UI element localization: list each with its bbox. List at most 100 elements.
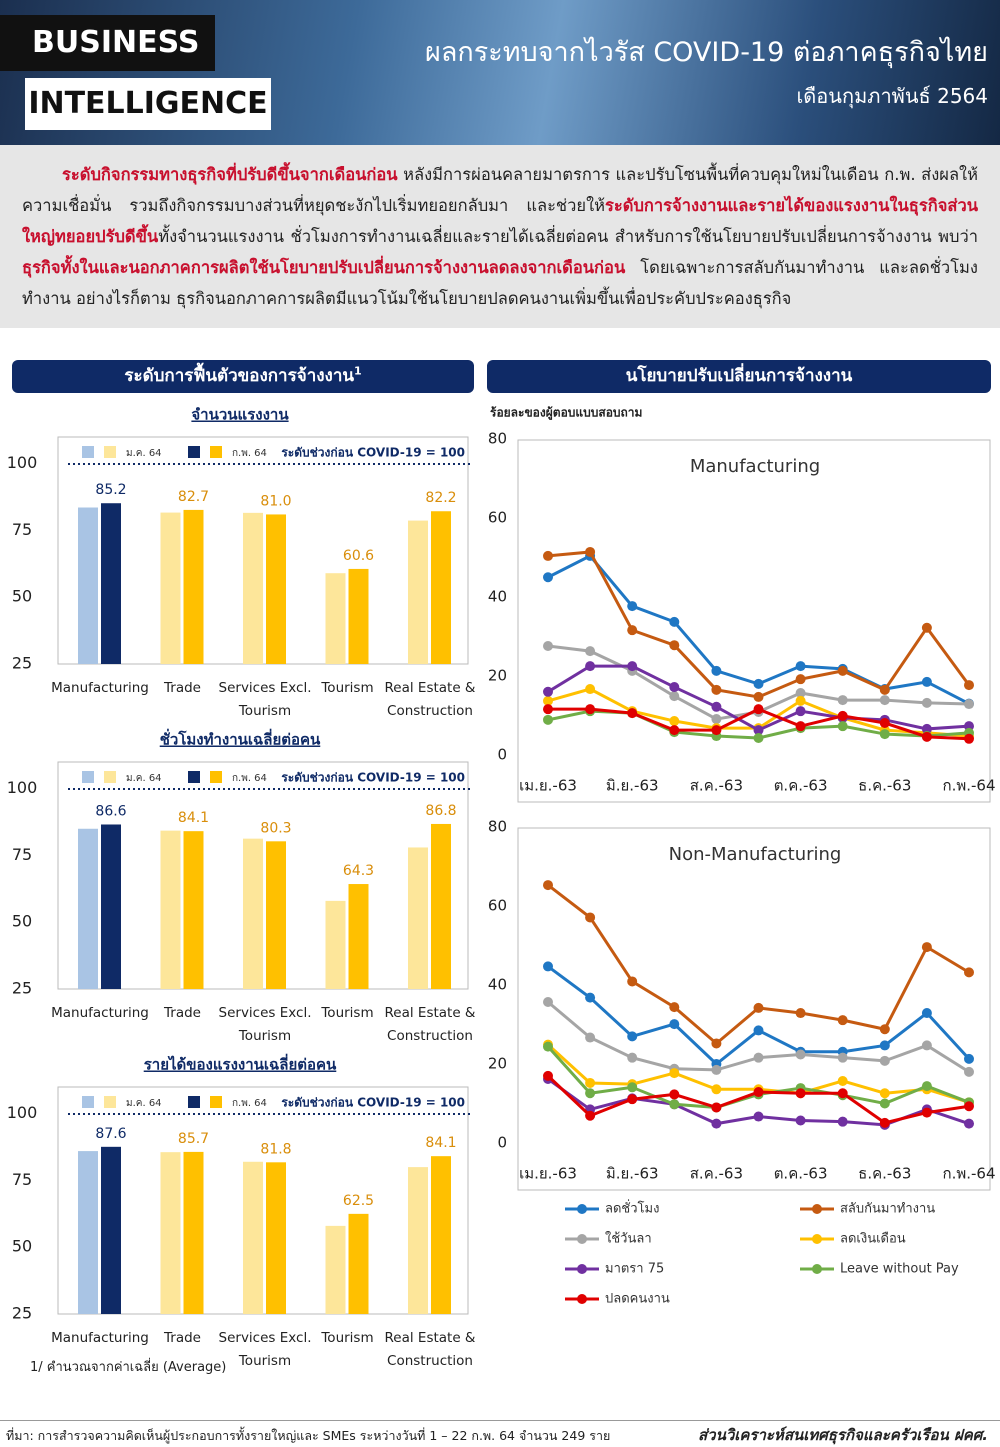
legend-swatch [82,446,94,458]
point [921,1040,932,1051]
publisher: ส่วนวิเคราะห์สนเทศธุรกิจและครัวเรือน ฝคศ… [697,1426,988,1444]
point [669,682,680,693]
legend-marker [812,1204,822,1214]
x-tick-label: มิ.ย.-63 [606,777,659,795]
bar [266,1162,286,1314]
legend-label: ม.ค. 64 [126,1098,162,1109]
point [543,961,553,972]
x-tick-label: Real Estate & [385,680,476,696]
point [753,1025,764,1036]
x-tick-label: Trade [163,680,201,696]
point [711,1038,722,1049]
y-tick-label: 20 [488,1055,507,1073]
point [753,704,764,715]
point [964,1118,974,1129]
bar [101,824,121,989]
point [753,733,764,744]
y-tick-label: 100 [7,1103,38,1122]
footnote: 1/ คำนวณจากค่าเฉลี่ย (Average) [30,1360,227,1375]
intro-segment: หลังมีการผ่อนคลายมาตรการ และปรับโซนพื้นท… [22,165,978,215]
point [585,1077,596,1088]
data-label: 64.3 [343,863,374,879]
data-label: 87.6 [95,1126,126,1142]
point [543,572,553,583]
point [753,1002,764,1013]
point [879,1117,890,1128]
panel-title-note: 1 [354,364,362,378]
y-tick-label: 80 [488,818,507,836]
point [795,1049,806,1060]
x-tick-label: Construction [387,703,473,719]
bar [183,509,204,664]
bar [183,831,204,989]
point [964,1053,974,1064]
point [585,1110,596,1121]
x-tick-label: ก.พ.-64 [942,777,995,795]
x-tick-label: Tourism [320,1005,373,1021]
y-tick-label: 100 [7,453,38,472]
point [669,1019,680,1030]
point [543,1041,553,1052]
point [711,665,722,676]
bar [101,1146,121,1314]
legend-swatch [210,1096,222,1108]
point [837,1116,848,1127]
point [627,1082,638,1093]
chart-title: Non-Manufacturing [669,844,842,865]
point [879,729,890,740]
point [543,640,553,651]
y-tick-label: 25 [12,654,32,673]
x-tick-label: ธ.ค.-63 [858,1165,911,1183]
intro-segment: โดยเฉพาะการสลับกันมาทำงาน และลดชั่วโมงทำ… [22,258,978,308]
point [837,1088,848,1099]
point [543,996,553,1007]
point [837,1015,848,1026]
x-tick-label: Tourism [320,680,373,696]
y-axis-label: ร้อยละของผู้ตอบแบบสอบถาม [490,406,642,421]
y-tick-label: 0 [497,1134,507,1152]
intro-segment: ธุรกิจทั้งในและนอกภาคการผลิตใช้นโยบายปรั… [22,258,626,277]
data-label: 84.1 [425,1135,456,1151]
point [753,1052,764,1063]
x-tick-label: Services Excl. [219,1005,312,1021]
bar [160,830,181,989]
x-tick-label: Real Estate & [385,1330,476,1346]
point [585,1032,596,1043]
data-label: 62.5 [343,1193,374,1209]
point [921,1107,932,1118]
x-tick-label: Trade [163,1330,201,1346]
point [921,676,932,687]
plot-frame [517,439,991,803]
point [795,721,806,732]
y-tick-label: 50 [12,1237,32,1256]
point [543,1070,553,1081]
point [669,1068,680,1079]
point [921,697,932,708]
point [879,684,890,695]
legend-swatch [188,771,200,783]
point [585,661,596,672]
point [795,1088,806,1099]
data-label: 86.8 [425,803,456,819]
legend-swatch [104,446,116,458]
point [964,1101,974,1112]
y-tick-label: 100 [7,778,38,797]
point [627,625,638,636]
x-tick-label: Tourism [320,1330,373,1346]
y-tick-label: 20 [488,667,507,685]
y-tick-label: 50 [12,587,32,606]
chart-title: รายได้ของแรงงานเฉลี่ยต่อคน [144,1054,337,1074]
intro-text: ระดับกิจกรรมทางธุรกิจที่ปรับดีขึ้นจากเดื… [0,145,1000,328]
x-tick-label: ส.ค.-63 [690,777,743,795]
panel-header: นโยบายปรับเปลี่ยนการจ้างงาน [487,360,991,393]
point [711,1118,722,1129]
y-tick-label: 75 [12,1170,32,1189]
legend-swatch [188,446,200,458]
bar [431,511,451,664]
legend-marker [577,1264,587,1274]
point [669,640,680,651]
point [921,723,932,734]
point [543,880,553,891]
